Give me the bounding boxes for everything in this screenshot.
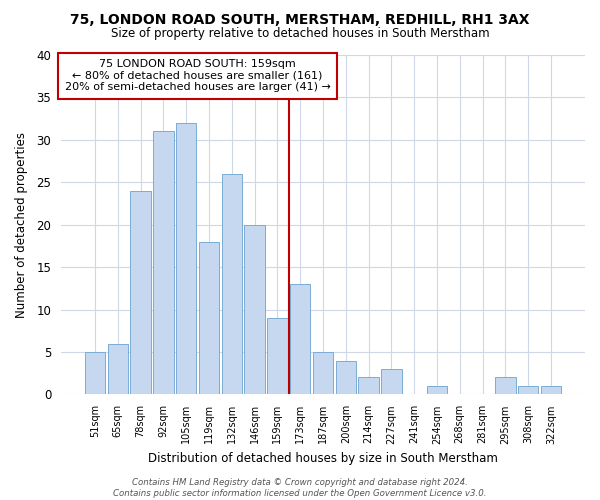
Bar bbox=[244, 224, 265, 394]
Bar bbox=[495, 378, 515, 394]
Bar bbox=[381, 369, 401, 394]
Bar bbox=[313, 352, 333, 395]
Bar bbox=[107, 344, 128, 394]
Bar bbox=[153, 132, 173, 394]
Text: 75 LONDON ROAD SOUTH: 159sqm
← 80% of detached houses are smaller (161)
20% of s: 75 LONDON ROAD SOUTH: 159sqm ← 80% of de… bbox=[65, 59, 331, 92]
Bar bbox=[221, 174, 242, 394]
Bar bbox=[518, 386, 538, 394]
X-axis label: Distribution of detached houses by size in South Merstham: Distribution of detached houses by size … bbox=[148, 452, 498, 465]
Bar bbox=[358, 378, 379, 394]
Bar bbox=[85, 352, 105, 395]
Bar bbox=[199, 242, 219, 394]
Text: Size of property relative to detached houses in South Merstham: Size of property relative to detached ho… bbox=[110, 28, 490, 40]
Bar bbox=[176, 123, 196, 394]
Bar bbox=[335, 360, 356, 394]
Bar bbox=[541, 386, 561, 394]
Y-axis label: Number of detached properties: Number of detached properties bbox=[15, 132, 28, 318]
Bar bbox=[427, 386, 447, 394]
Bar bbox=[267, 318, 287, 394]
Text: Contains HM Land Registry data © Crown copyright and database right 2024.
Contai: Contains HM Land Registry data © Crown c… bbox=[113, 478, 487, 498]
Bar bbox=[130, 191, 151, 394]
Text: 75, LONDON ROAD SOUTH, MERSTHAM, REDHILL, RH1 3AX: 75, LONDON ROAD SOUTH, MERSTHAM, REDHILL… bbox=[70, 12, 530, 26]
Bar bbox=[290, 284, 310, 395]
